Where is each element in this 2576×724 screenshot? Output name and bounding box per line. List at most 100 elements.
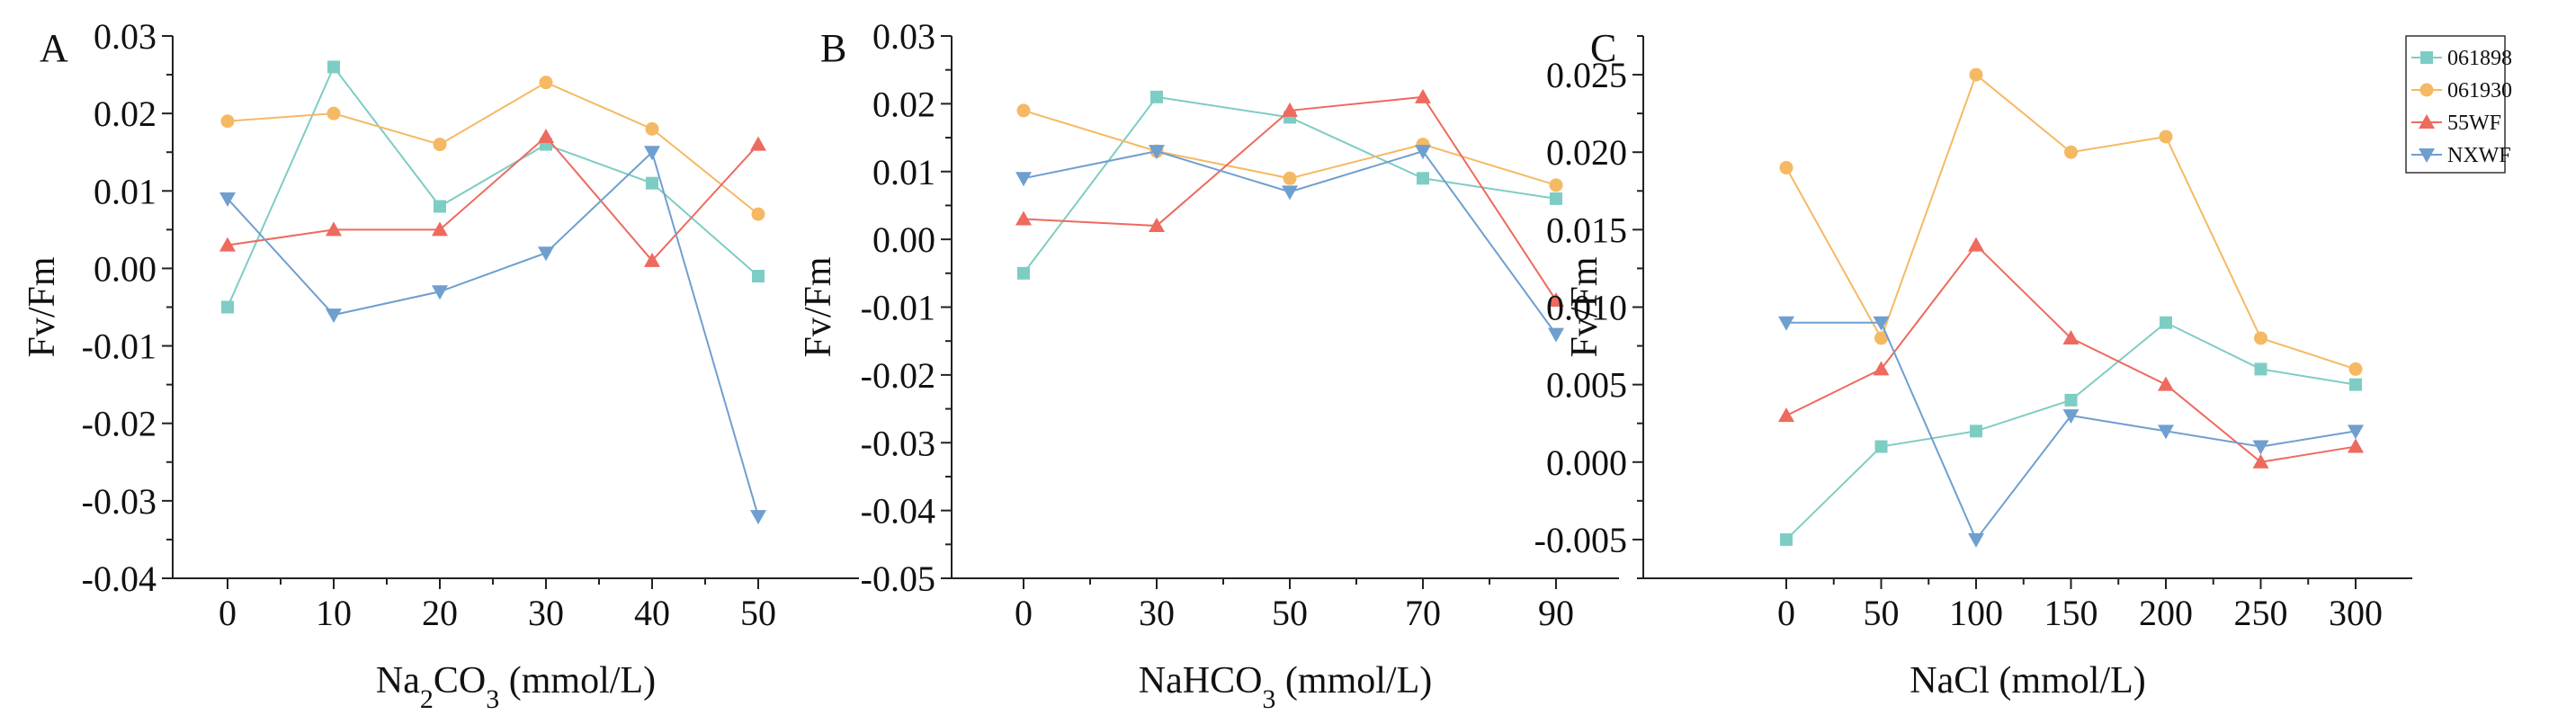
data-point-marker xyxy=(2348,425,2364,440)
x-title-part: Na xyxy=(376,660,420,702)
x-tick-label: 30 xyxy=(1139,593,1175,633)
legend-label: NXWF xyxy=(2447,144,2511,167)
series-line xyxy=(1786,321,2357,541)
y-tick-label: 0.020 xyxy=(1546,132,1627,173)
legend-entry: 061930 xyxy=(2411,79,2512,103)
data-point-marker xyxy=(1778,407,1794,423)
chart-panel-C: -0.005 0.000 0.005 0.010 0.015 0.020 0.025 0 50 1… xyxy=(1534,26,2412,702)
series-55WF xyxy=(219,128,766,267)
legend-entry: 061898 xyxy=(2411,47,2512,70)
legend-label: 061930 xyxy=(2447,79,2512,103)
data-point-marker xyxy=(1149,218,1165,233)
series-55WF xyxy=(1015,88,1564,307)
series-line xyxy=(1785,73,2357,371)
legend-label: 55WF xyxy=(2447,112,2501,135)
series-55WF xyxy=(1778,237,2364,469)
series-line xyxy=(227,65,759,308)
x-tick-label: 150 xyxy=(2044,593,2098,633)
x-tick-label: 50 xyxy=(740,593,776,633)
data-point-marker xyxy=(750,136,766,151)
data-point-marker xyxy=(1150,90,1163,103)
data-point-marker xyxy=(326,106,341,121)
data-point-marker xyxy=(219,237,236,252)
y-tick-label: -0.02 xyxy=(861,355,935,396)
x-title-part: NaHCO xyxy=(1139,660,1263,702)
panels: -0.04 -0.03 -0.02 -0.01 0.00 0.01 0.02 0.03 0 10 2… xyxy=(22,16,2412,714)
data-point-marker xyxy=(2064,145,2078,159)
y-tick-label: -0.03 xyxy=(861,423,935,463)
x-title-part: (mmol/L) xyxy=(499,660,656,702)
y-tick-label: 0.02 xyxy=(94,94,157,134)
data-point-marker xyxy=(1015,210,1032,226)
y-tick-label: 0.015 xyxy=(1546,210,1627,250)
legend-label: 061898 xyxy=(2447,47,2512,70)
y-tick-label: -0.01 xyxy=(861,288,935,328)
data-point-marker xyxy=(644,146,660,161)
chart-panel-A: -0.04 -0.03 -0.02 -0.01 0.00 0.01 0.02 0.03 0 10 2… xyxy=(22,16,859,714)
data-point-marker xyxy=(326,221,342,237)
series-061930 xyxy=(1779,67,2363,376)
data-point-marker xyxy=(221,300,234,314)
data-point-marker xyxy=(1968,237,1984,252)
data-point-marker xyxy=(644,252,660,267)
series-NXWF xyxy=(219,146,766,525)
x-tick-label: 250 xyxy=(2234,593,2288,633)
data-point-marker xyxy=(539,76,553,90)
y-tick-label: -0.03 xyxy=(82,481,157,522)
data-point-marker xyxy=(1873,316,1890,331)
series-line xyxy=(1785,321,2357,541)
data-point-marker xyxy=(1415,88,1431,103)
panel-letter: A xyxy=(40,26,68,70)
data-point-marker xyxy=(2252,440,2269,455)
data-point-marker xyxy=(1550,192,1562,205)
data-point-marker xyxy=(538,246,554,262)
y-axis-title: Fv/Fm xyxy=(798,256,839,357)
data-point-marker xyxy=(2254,362,2267,376)
x-tick-label: 100 xyxy=(1949,593,2003,633)
data-point-marker xyxy=(1016,103,1031,118)
data-point-marker xyxy=(2159,130,2173,144)
legend: 061898 061930 55WF NXWF xyxy=(2405,35,2512,174)
y-tick-label: -0.04 xyxy=(861,491,935,532)
y-tick-label: 0.01 xyxy=(872,152,935,192)
series-line xyxy=(227,135,759,263)
chart-panel-B: -0.05 -0.04 -0.03 -0.02 -0.01 0.00 0.01 0.02 0.0… xyxy=(798,16,1619,714)
x-tick-label: 10 xyxy=(316,593,352,633)
data-point-marker xyxy=(219,192,236,207)
legend-entry: NXWF xyxy=(2411,144,2511,167)
series-NXWF xyxy=(1778,316,2364,548)
data-point-marker xyxy=(1874,440,1888,453)
x-axis-title: Na2CO3 (mmol/L) xyxy=(376,660,656,714)
y-tick-label: 0.025 xyxy=(1546,55,1627,95)
x-tick-label: 90 xyxy=(1538,593,1574,633)
data-point-marker xyxy=(434,200,446,213)
data-point-marker xyxy=(327,60,340,74)
x-tick-label: 50 xyxy=(1864,593,1900,633)
data-point-marker xyxy=(750,510,766,525)
data-point-marker xyxy=(1779,160,1793,174)
series-061930 xyxy=(220,76,765,221)
data-point-marker xyxy=(432,285,448,300)
data-point-marker xyxy=(1015,172,1032,187)
x-title-part: (mmol/L) xyxy=(1275,660,1432,702)
x-title-part: CO xyxy=(434,660,486,702)
data-point-marker xyxy=(2158,376,2174,391)
x-title-subscript: 3 xyxy=(486,684,499,714)
data-point-marker xyxy=(1415,145,1431,160)
x-title-part: NaCl (mmol/L) xyxy=(1910,660,2145,702)
data-point-marker xyxy=(1548,291,1564,307)
series-061898 xyxy=(1017,90,1562,280)
x-title-subscript: 2 xyxy=(420,684,434,714)
data-point-marker xyxy=(1874,331,1888,345)
y-tick-label: -0.01 xyxy=(82,326,157,367)
x-tick-label: 300 xyxy=(2329,593,2383,633)
x-tick-label: 40 xyxy=(634,593,670,633)
panel-letter: B xyxy=(820,26,846,70)
data-point-marker xyxy=(646,176,658,190)
y-tick-label: -0.04 xyxy=(82,559,157,599)
x-tick-label: 0 xyxy=(219,593,237,633)
x-title-subscript: 3 xyxy=(1262,684,1275,714)
x-tick-label: 0 xyxy=(1015,593,1033,633)
legend-marker xyxy=(2420,51,2433,64)
